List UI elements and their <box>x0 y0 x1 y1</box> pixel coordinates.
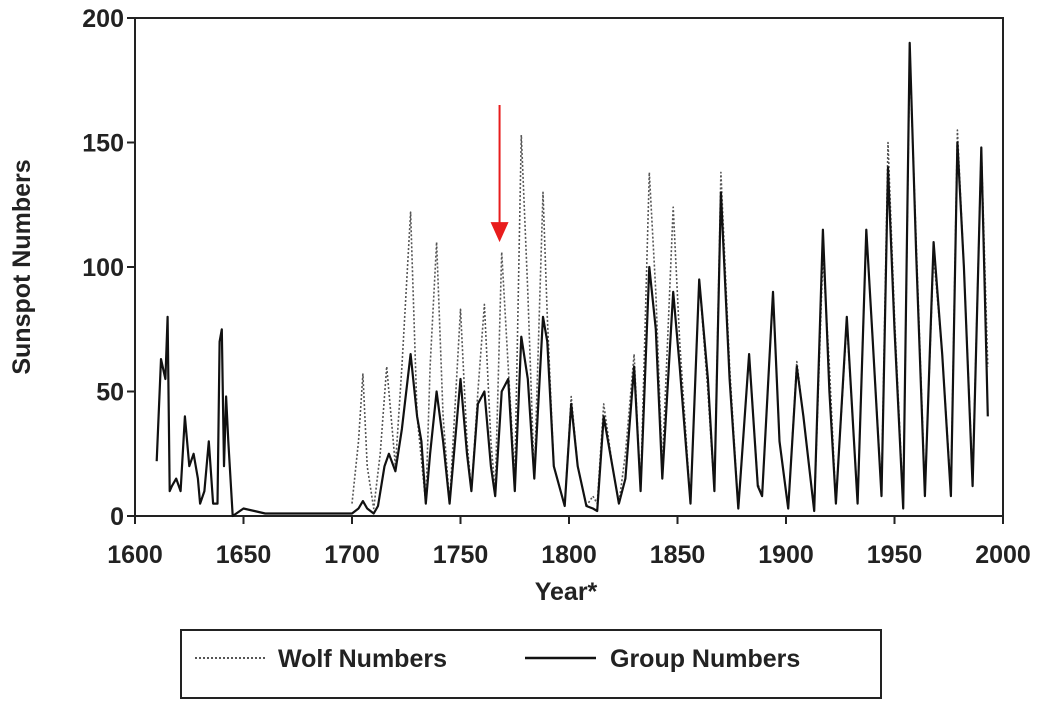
legend-box <box>180 629 882 699</box>
y-tick-label: 0 <box>110 503 124 531</box>
x-tick-label: 1850 <box>650 541 706 569</box>
legend-label-group: Group Numbers <box>610 645 800 673</box>
series-layer <box>155 41 989 518</box>
x-tick-label: 1800 <box>541 541 597 569</box>
y-axis: 0 50 100 150 200 <box>82 5 135 531</box>
y-tick-label: 150 <box>82 130 124 158</box>
x-tick-label: 1650 <box>216 541 272 569</box>
legend-label-wolf: Wolf Numbers <box>278 645 447 673</box>
x-tick-label: 1600 <box>107 541 163 569</box>
y-tick-label: 200 <box>82 5 124 33</box>
x-tick-label: 1900 <box>758 541 814 569</box>
red-arrow-head-icon <box>490 222 509 243</box>
y-tick-label: 50 <box>96 379 124 407</box>
x-tick-label: 1950 <box>867 541 923 569</box>
x-axis: 1600 1650 1700 1750 1800 1850 1900 1950 2000 <box>107 516 1031 569</box>
legend: Wolf Numbers Group Numbers <box>180 629 882 699</box>
x-tick-label: 1700 <box>324 541 380 569</box>
x-tick-label: 1750 <box>433 541 489 569</box>
annotation-layer <box>490 105 509 243</box>
y-axis-title: Sunspot Numbers <box>8 159 36 374</box>
x-axis-title: Year* <box>535 578 598 606</box>
plot-area <box>134 17 1004 518</box>
group-numbers-line <box>155 41 989 518</box>
y-tick-label: 100 <box>82 254 124 282</box>
x-tick-label: 2000 <box>975 541 1031 569</box>
